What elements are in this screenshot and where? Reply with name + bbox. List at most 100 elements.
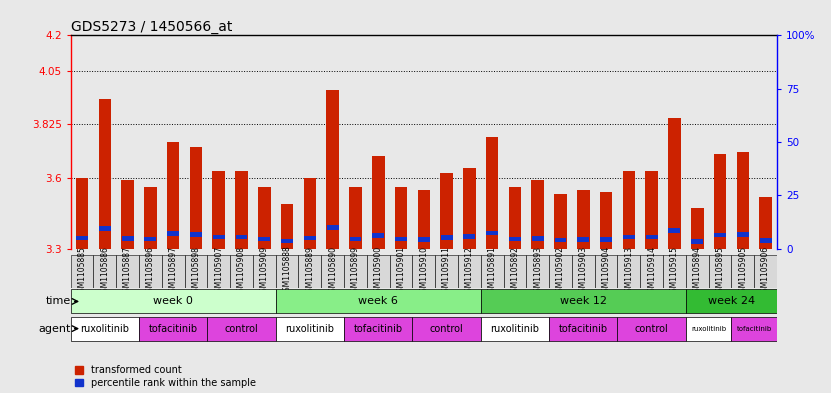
- Text: GSM1105890: GSM1105890: [328, 246, 337, 297]
- Bar: [526, 255, 549, 288]
- Bar: [167, 231, 179, 236]
- Bar: [572, 255, 595, 288]
- Text: GSM1105887: GSM1105887: [123, 246, 132, 297]
- Bar: [145, 237, 156, 241]
- Text: GSM1105885: GSM1105885: [77, 246, 86, 297]
- Bar: [390, 255, 412, 288]
- Bar: [116, 255, 139, 288]
- Text: control: control: [430, 323, 464, 334]
- Bar: [344, 317, 412, 341]
- Text: ruxolitinib: ruxolitinib: [490, 323, 539, 334]
- Bar: [144, 187, 157, 249]
- Bar: [691, 208, 704, 249]
- Bar: [714, 154, 726, 249]
- Bar: [731, 317, 777, 341]
- Text: GSM1105913: GSM1105913: [624, 246, 633, 297]
- Bar: [230, 255, 253, 288]
- Text: GSM1105910: GSM1105910: [420, 246, 428, 297]
- Bar: [139, 317, 208, 341]
- Bar: [253, 255, 276, 288]
- Text: GSM1105905: GSM1105905: [738, 246, 747, 297]
- Bar: [481, 317, 549, 341]
- Text: GSM1105915: GSM1105915: [670, 246, 679, 297]
- Text: ruxolitinib: ruxolitinib: [81, 323, 130, 334]
- Bar: [464, 234, 475, 239]
- Bar: [646, 235, 657, 239]
- Text: tofacitinib: tofacitinib: [558, 323, 607, 334]
- Bar: [486, 231, 498, 235]
- Bar: [281, 239, 293, 243]
- Text: GSM1105893: GSM1105893: [534, 246, 543, 297]
- Bar: [372, 233, 384, 238]
- Text: GSM1105914: GSM1105914: [647, 246, 656, 297]
- Text: GSM1105891: GSM1105891: [488, 246, 497, 297]
- Bar: [276, 255, 298, 288]
- Bar: [258, 187, 271, 249]
- Bar: [600, 237, 612, 242]
- Text: GSM1105886: GSM1105886: [101, 246, 110, 297]
- Bar: [663, 255, 686, 288]
- Bar: [258, 237, 270, 241]
- Bar: [395, 237, 407, 241]
- Bar: [366, 255, 390, 288]
- Bar: [71, 290, 276, 313]
- Bar: [99, 226, 111, 231]
- Bar: [121, 236, 134, 241]
- Bar: [714, 233, 726, 237]
- Bar: [755, 255, 777, 288]
- Text: GSM1105909: GSM1105909: [260, 246, 268, 297]
- Text: GSM1105903: GSM1105903: [579, 246, 588, 297]
- Bar: [304, 235, 316, 240]
- Text: control: control: [224, 323, 258, 334]
- Bar: [208, 255, 230, 288]
- Bar: [71, 255, 93, 288]
- Bar: [349, 187, 361, 249]
- Bar: [486, 137, 499, 249]
- Bar: [686, 317, 731, 341]
- Bar: [668, 118, 681, 249]
- Bar: [509, 237, 521, 241]
- Bar: [121, 180, 134, 249]
- Bar: [298, 255, 322, 288]
- Text: GSM1105898: GSM1105898: [191, 246, 200, 297]
- Bar: [760, 196, 772, 249]
- Bar: [509, 187, 521, 249]
- Text: GSM1105888: GSM1105888: [283, 246, 292, 296]
- Text: GSM1105894: GSM1105894: [693, 246, 701, 297]
- Text: ruxolitinib: ruxolitinib: [285, 323, 334, 334]
- Text: GSM1105902: GSM1105902: [556, 246, 565, 297]
- Bar: [435, 255, 458, 288]
- Text: GDS5273 / 1450566_at: GDS5273 / 1450566_at: [71, 20, 232, 34]
- Text: tofacitinib: tofacitinib: [736, 326, 772, 332]
- Text: GSM1105906: GSM1105906: [761, 246, 770, 297]
- Bar: [418, 237, 430, 242]
- Bar: [139, 255, 162, 288]
- Text: week 12: week 12: [560, 296, 607, 307]
- Bar: [76, 235, 88, 240]
- Bar: [322, 255, 344, 288]
- Bar: [760, 238, 771, 242]
- Bar: [440, 235, 453, 240]
- Bar: [577, 189, 589, 249]
- Bar: [691, 239, 703, 244]
- Text: agent: agent: [38, 323, 71, 334]
- Bar: [554, 194, 567, 249]
- Text: GSM1105899: GSM1105899: [351, 246, 360, 297]
- Bar: [190, 232, 202, 237]
- Bar: [235, 171, 248, 249]
- Bar: [481, 255, 504, 288]
- Bar: [281, 204, 293, 249]
- Bar: [162, 255, 184, 288]
- Text: week 6: week 6: [358, 296, 398, 307]
- Text: GSM1105908: GSM1105908: [237, 246, 246, 297]
- Text: week 24: week 24: [708, 296, 755, 307]
- Bar: [76, 178, 88, 249]
- Bar: [276, 290, 481, 313]
- Bar: [622, 171, 635, 249]
- Bar: [737, 232, 749, 237]
- Text: ruxolitinib: ruxolitinib: [691, 326, 726, 332]
- Bar: [554, 237, 567, 242]
- Legend: transformed count, percentile rank within the sample: transformed count, percentile rank withi…: [76, 365, 256, 388]
- Bar: [623, 235, 635, 239]
- Bar: [617, 317, 686, 341]
